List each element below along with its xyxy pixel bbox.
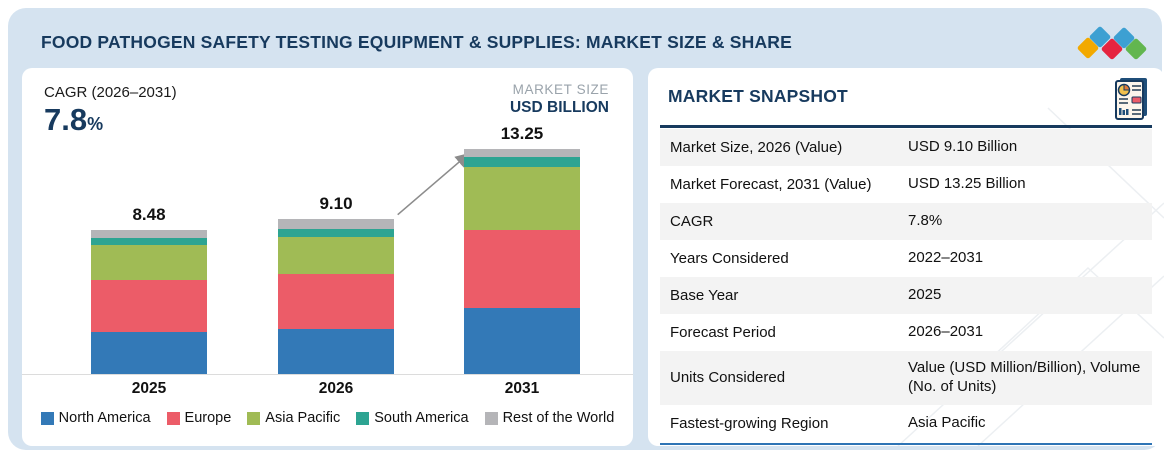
row-label: Units Considered bbox=[670, 369, 786, 387]
bar-segment-south-america bbox=[278, 229, 394, 238]
page-title: FOOD PATHOGEN SAFETY TESTING EQUIPMENT &… bbox=[41, 32, 792, 52]
table-row: Fastest-growing Region Asia Pacific bbox=[660, 405, 1152, 442]
row-label: Market Forecast, 2031 (Value) bbox=[670, 176, 872, 193]
stacked-bar-2031 bbox=[464, 148, 580, 374]
bar-segment-north-america bbox=[91, 332, 207, 374]
chart-panel: CAGR (2026–2031) 7.8% MARKET SIZE USD BI… bbox=[22, 68, 633, 446]
bar-segment-europe bbox=[91, 280, 207, 332]
legend-label: Europe bbox=[184, 410, 232, 426]
table-row: Market Size, 2026 (Value) USD 9.10 Billio… bbox=[660, 129, 1152, 166]
report-icon bbox=[1115, 78, 1147, 120]
table-row: Years Considered 2022–2031 bbox=[660, 240, 1152, 277]
legend-label: Asia Pacific bbox=[265, 410, 341, 426]
legend-item-europe: Europe bbox=[166, 410, 232, 426]
table-row: CAGR 7.8% bbox=[660, 203, 1152, 240]
row-label: Market Size, 2026 (Value) bbox=[670, 139, 843, 156]
bar-segment-asia-pacific bbox=[278, 237, 394, 275]
bar-total-label: 13.25 bbox=[500, 123, 544, 143]
stacked-bar-2025 bbox=[91, 229, 207, 374]
brand-logo bbox=[1076, 20, 1156, 66]
bar-segment-rest-of-the-world bbox=[91, 229, 207, 238]
cagr-label: CAGR (2026–2031) bbox=[44, 84, 177, 101]
snapshot-table: Market Size, 2026 (Value) USD 9.10 Billio… bbox=[660, 129, 1152, 442]
stacked-bar-chart: 8.48 9.10 13.25 bbox=[22, 124, 633, 375]
row-label: CAGR bbox=[670, 213, 714, 230]
cagr-value: 7.8% bbox=[44, 102, 103, 138]
cagr-percent-sign: % bbox=[87, 114, 104, 134]
bar-segment-asia-pacific bbox=[91, 245, 207, 280]
market-size-label: MARKET SIZE bbox=[512, 82, 609, 97]
x-axis-label-2031: 2031 bbox=[504, 380, 540, 397]
x-axis-label-2025: 2025 bbox=[131, 380, 167, 397]
x-axis-label-2026: 2026 bbox=[318, 380, 354, 397]
row-value: 2026–2031 bbox=[908, 323, 984, 341]
bar-total-label: 8.48 bbox=[132, 204, 166, 224]
table-row: Forecast Period 2026–2031 bbox=[660, 314, 1152, 351]
row-label: Fastest-growing Region bbox=[670, 414, 829, 432]
row-value: Asia Pacific bbox=[908, 413, 986, 431]
legend-swatch bbox=[166, 411, 180, 425]
row-value: USD 13.25 Billion bbox=[908, 175, 1026, 193]
row-value: 2025 bbox=[908, 286, 942, 304]
cagr-number: 7.8 bbox=[44, 102, 88, 137]
legend-item-south-america: South America bbox=[356, 410, 469, 426]
legend-item-north-america: North America bbox=[40, 410, 151, 426]
legend-item-rest-of-the-world: Rest of the World bbox=[484, 410, 615, 426]
legend-item-asia-pacific: Asia Pacific bbox=[247, 410, 340, 426]
market-size-unit: USD BILLION bbox=[509, 99, 609, 116]
bar-segment-rest-of-the-world bbox=[278, 219, 394, 230]
legend-swatch bbox=[356, 411, 370, 425]
legend-swatch bbox=[40, 411, 54, 425]
market-snapshot-panel: MARKET SNAPSHOT Market Size, 2026 (Value… bbox=[648, 68, 1164, 446]
bar-segment-south-america bbox=[91, 238, 207, 245]
market-size-block: MARKET SIZE USD BILLION bbox=[510, 82, 609, 117]
legend-swatch bbox=[247, 411, 261, 425]
x-axis-labels: 2025 2026 2031 bbox=[22, 380, 633, 402]
bar-segment-north-america bbox=[278, 329, 394, 374]
bar-segment-south-america bbox=[464, 157, 580, 168]
stacked-bar-2026 bbox=[278, 219, 394, 374]
row-value: 7.8% bbox=[908, 212, 943, 230]
bar-total-label: 9.10 bbox=[319, 194, 353, 214]
row-label: Forecast Period bbox=[670, 324, 776, 341]
bar-segment-asia-pacific bbox=[464, 167, 580, 231]
legend-label: Rest of the World bbox=[502, 410, 615, 426]
snapshot-title: MARKET SNAPSHOT bbox=[668, 86, 848, 106]
bar-segment-north-america bbox=[464, 307, 580, 374]
snapshot-header-rule bbox=[660, 125, 1152, 128]
legend-label: South America bbox=[374, 410, 469, 426]
row-value: 2022–2031 bbox=[908, 249, 984, 267]
row-label: Years Considered bbox=[670, 250, 789, 267]
snapshot-bottom-rule bbox=[660, 443, 1152, 445]
legend-label: North America bbox=[58, 410, 151, 426]
table-row: Base Year 2025 bbox=[660, 277, 1152, 314]
legend-swatch bbox=[484, 411, 498, 425]
row-value: USD 9.10 Billion bbox=[908, 138, 1018, 156]
table-row: Market Forecast, 2031 (Value) USD 13.25 B… bbox=[660, 166, 1152, 203]
background-panel: FOOD PATHOGEN SAFETY TESTING EQUIPMENT &… bbox=[8, 8, 1164, 450]
table-row: Units Considered Value (USD Million/Billi… bbox=[660, 351, 1152, 405]
row-label: Base Year bbox=[670, 287, 739, 304]
bar-segment-rest-of-the-world bbox=[464, 148, 580, 158]
row-value: Value (USD Million/Billion), Volume (No.… bbox=[908, 359, 1141, 395]
bar-segment-europe bbox=[278, 274, 394, 330]
chart-legend: North America Europe Asia Pacific South Ame… bbox=[22, 410, 633, 426]
bar-segment-europe bbox=[464, 230, 580, 308]
